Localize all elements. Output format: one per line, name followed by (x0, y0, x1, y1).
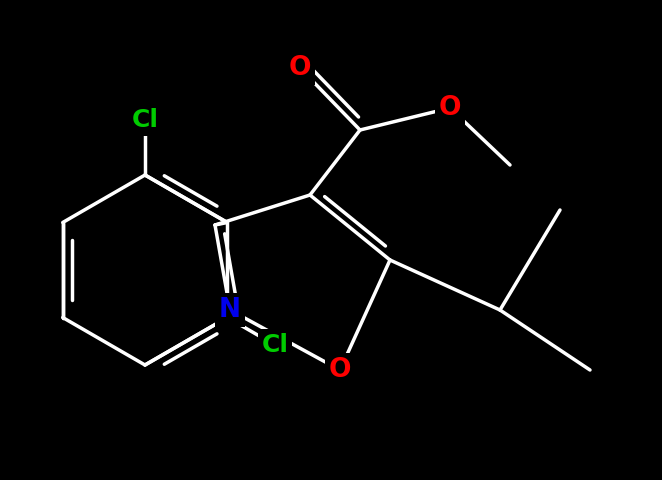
Text: O: O (289, 55, 311, 81)
Text: O: O (439, 95, 461, 121)
Text: Cl: Cl (261, 333, 289, 357)
Text: Cl: Cl (132, 108, 158, 132)
Text: N: N (219, 297, 241, 323)
Text: O: O (329, 357, 352, 383)
